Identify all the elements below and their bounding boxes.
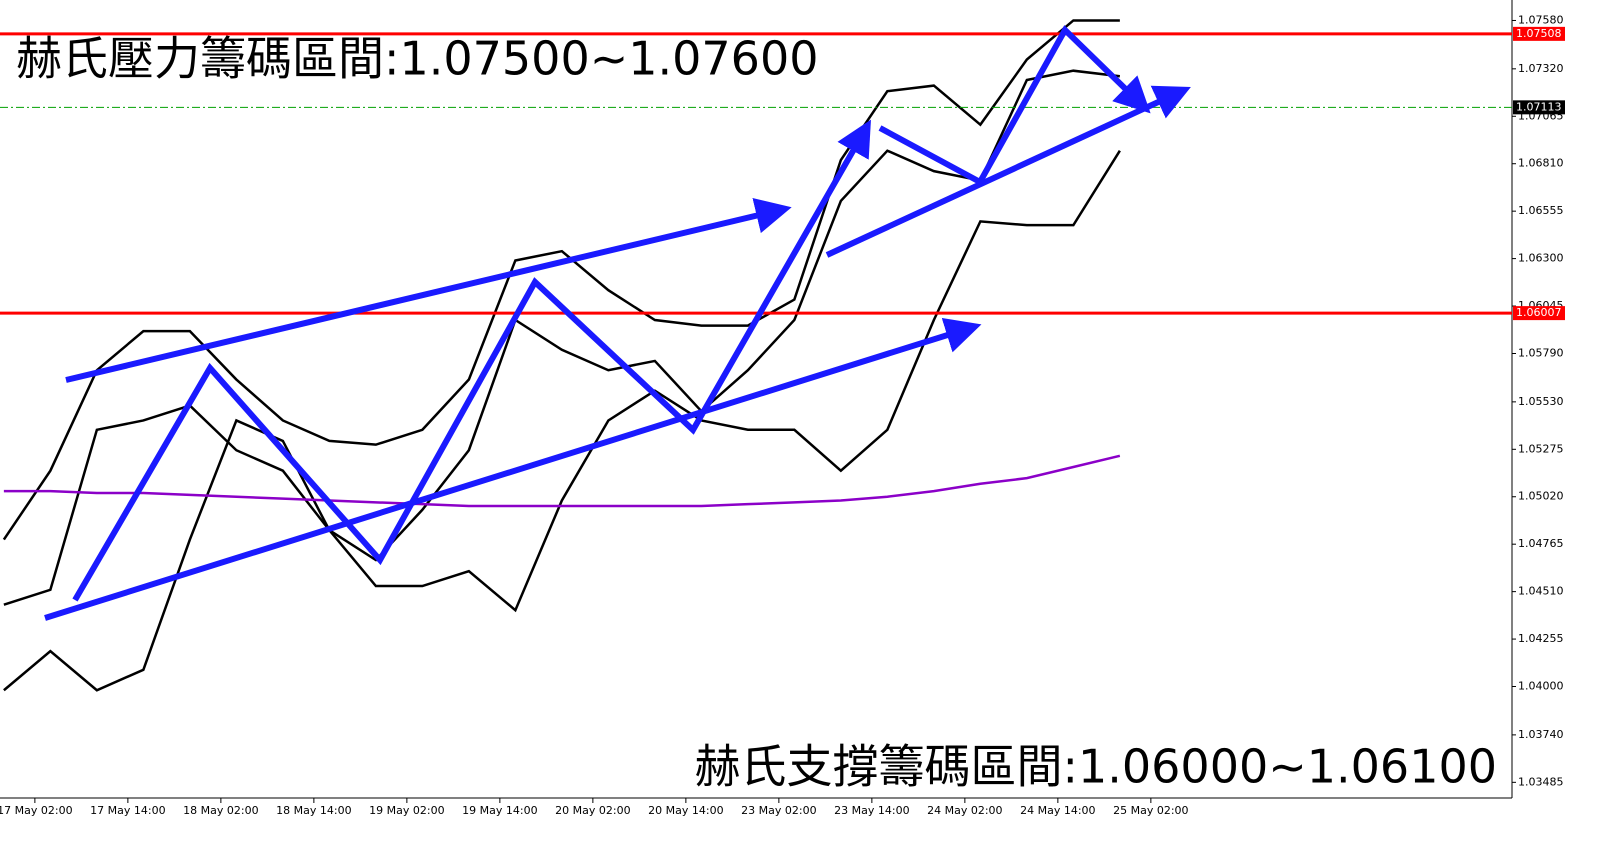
- price-tag: [1513, 306, 1565, 321]
- arrow: [44, 318, 982, 621]
- y-tick-label: 1.05020: [1518, 490, 1564, 503]
- arrow: [825, 85, 1191, 258]
- x-tick-label: 20 May 14:00: [648, 804, 723, 817]
- x-tick-label: 24 May 14:00: [1020, 804, 1095, 817]
- series-line: [3, 69, 1121, 606]
- x-tick-label: 23 May 14:00: [834, 804, 909, 817]
- support-note: 赫氏支撐籌碼區間:1.06000~1.06100: [695, 740, 1497, 794]
- arrow: [65, 198, 792, 383]
- x-tick-label: 17 May 14:00: [90, 804, 165, 817]
- resistance-note: 赫氏壓力籌碼區間:1.07500~1.07600: [16, 32, 818, 86]
- price-tag-label: 1.07113: [1516, 100, 1562, 113]
- trend-arrows: [44, 25, 1191, 621]
- y-tick-label: 1.05790: [1518, 346, 1564, 359]
- y-tick-label: 1.05275: [1518, 442, 1564, 455]
- x-tick-label: 19 May 02:00: [369, 804, 444, 817]
- series-line: [3, 454, 1121, 508]
- y-tick-label: 1.05530: [1518, 395, 1564, 408]
- x-tick-label: 18 May 14:00: [276, 804, 351, 817]
- x-tick-label: 24 May 02:00: [927, 804, 1002, 817]
- x-tick-label: 17 May 02:00: [0, 804, 73, 817]
- y-tick-label: 1.04255: [1518, 632, 1564, 645]
- y-tick-label: 1.06810: [1518, 157, 1564, 170]
- arrow: [72, 119, 871, 602]
- series-line: [3, 150, 1121, 692]
- plot: [0, 19, 1512, 692]
- price-tag: [1513, 26, 1565, 41]
- y-tick-label: 1.06300: [1518, 252, 1564, 265]
- series-line: [2, 19, 1120, 541]
- price-tag-label: 1.07508: [1516, 27, 1562, 40]
- x-tick-label: 19 May 14:00: [462, 804, 537, 817]
- x-tick-label: 18 May 02:00: [183, 804, 258, 817]
- y-tick-label: 1.04510: [1518, 585, 1564, 598]
- y-tick-label: 1.07320: [1518, 62, 1564, 75]
- x-tick-label: 23 May 02:00: [741, 804, 816, 817]
- arrow: [878, 25, 1151, 187]
- y-tick-label: 1.06555: [1518, 204, 1564, 217]
- x-tick-label: 25 May 02:00: [1113, 804, 1188, 817]
- price-tag-label: 1.06007: [1516, 306, 1562, 319]
- y-tick-label: 1.03740: [1518, 728, 1564, 741]
- y-tick-label: 1.03485: [1518, 775, 1564, 788]
- y-tick-label: 1.04000: [1518, 680, 1564, 693]
- x-tick-label: 20 May 02:00: [555, 804, 630, 817]
- y-tick-label: 1.04765: [1518, 537, 1564, 550]
- y-tick-label: 1.07580: [1518, 13, 1564, 26]
- price-tag: [1513, 100, 1565, 115]
